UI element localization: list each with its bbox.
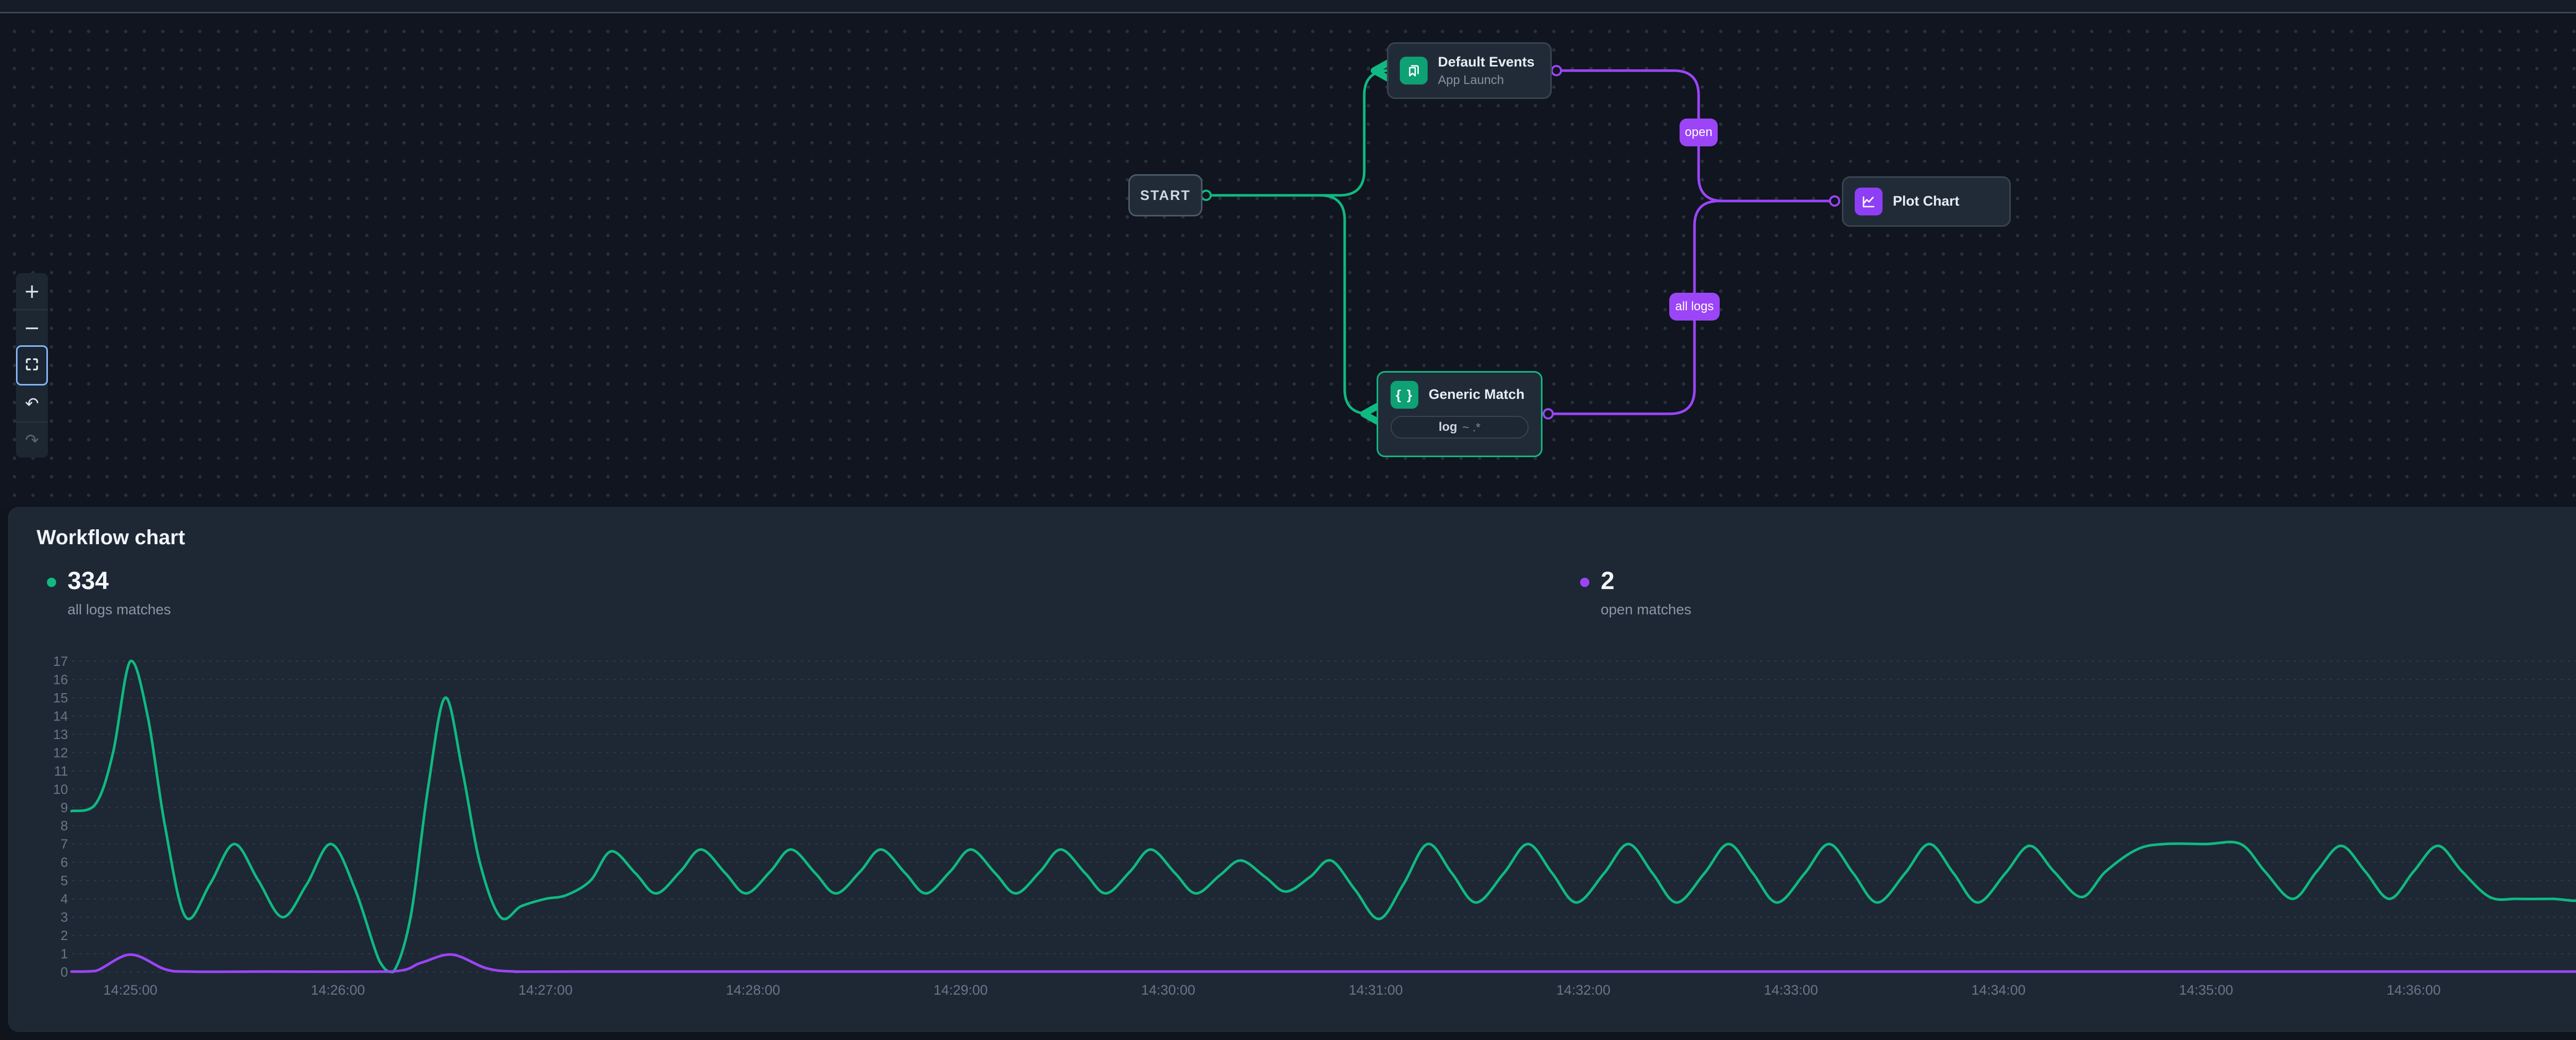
line-chart-icon [1855,188,1883,215]
workflow-canvas[interactable] [0,15,2576,507]
metric-all-logs: 334 all logs matches [47,568,171,618]
edge-label-all-logs: all logs [1669,293,1720,321]
redo-icon: ↷ [25,430,39,450]
node-title: Plot Chart [1893,193,1960,209]
node-start[interactable]: START [1128,174,1202,216]
metric-value: 2 [1601,567,1615,595]
condition-key: log [1438,420,1458,434]
start-node-label: START [1140,187,1191,203]
match-condition-pill[interactable]: log ~ .* [1391,416,1529,439]
top-bar [0,0,2576,13]
metric-dot-green [47,578,56,587]
undo-icon: ↶ [25,394,39,413]
plus-icon: + [24,280,40,303]
zoom-in-button[interactable]: + [16,273,48,309]
metric-label: open matches [1601,601,1691,618]
node-generic-match[interactable]: { } Generic Match log ~ .* [1377,371,1543,457]
metric-dot-purple [1580,578,1589,587]
condition-expression: ~ .* [1462,420,1481,434]
metric-open: 2 open matches [1580,568,1691,618]
redo-button[interactable]: ↷ [16,422,48,458]
minus-icon: − [24,316,40,339]
workflow-chart-panel: Workflow chart last 15 minutes 334 all l… [8,507,2576,1032]
node-default-events[interactable]: Default Events App Launch [1387,42,1552,99]
braces-icon: { } [1391,381,1418,409]
node-plot-chart[interactable]: Plot Chart [1842,176,2011,227]
node-title: Default Events [1438,54,1535,70]
node-subtitle: App Launch [1438,73,1504,87]
metric-label: all logs matches [67,601,171,618]
panel-title: Workflow chart [37,526,185,549]
fit-view-button[interactable] [16,345,48,385]
metric-value: 334 [67,567,109,595]
bookmark-icon [1400,57,1428,85]
edge-label-open: open [1680,119,1718,146]
fit-view-icon [24,357,40,375]
zoom-out-button[interactable]: − [16,309,48,345]
canvas-toolbar: + − ↶ ↷ [16,273,48,458]
node-title: Generic Match [1429,387,1525,402]
undo-button[interactable]: ↶ [16,385,48,422]
